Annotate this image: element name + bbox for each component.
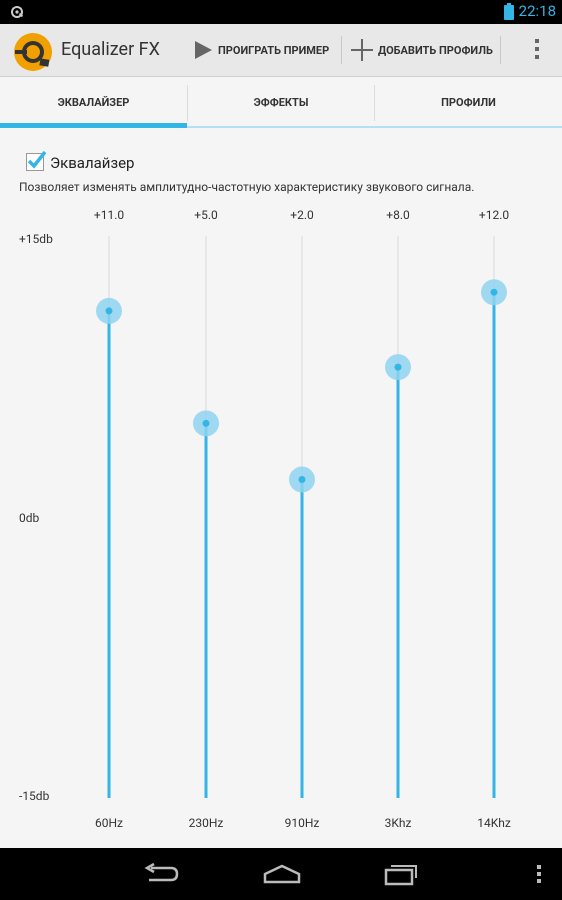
battery-icon (504, 3, 514, 24)
band-value-910hz: +2.0 (290, 208, 314, 222)
slider-thumb-center (394, 363, 402, 371)
slider-thumb-center (490, 288, 498, 296)
slider-thumb-center (298, 476, 306, 484)
tab-profiles[interactable]: ПРОФИЛИ (441, 96, 496, 109)
tab-divider (187, 85, 188, 121)
overflow-menu-icon[interactable] (534, 38, 540, 64)
tab-equalizer[interactable]: ЭКВАЛАЙЗЕР (57, 96, 130, 109)
action-bar: Equalizer FX ПРОИГРАТЬ ПРИМЕР ДОБАВИТЬ П… (0, 24, 562, 77)
band-value-14khz: +12.0 (478, 208, 510, 222)
band-value-60hz: +11.0 (93, 208, 125, 222)
axis-min-label: -15db (19, 789, 50, 803)
slider-14khz[interactable] (481, 236, 507, 798)
home-icon[interactable] (263, 864, 301, 888)
slider-thumb[interactable] (481, 279, 507, 306)
play-icon (195, 41, 212, 59)
slider-3khz[interactable] (385, 236, 411, 798)
app-logo-icon[interactable] (12, 31, 54, 77)
add-icon (351, 39, 373, 61)
slider-thumb[interactable] (193, 410, 219, 437)
equalizer-description: Позволяет изменять амплитудно-частотную … (19, 180, 475, 194)
add-profile-label: ДОБАВИТЬ ПРОФИЛЬ (378, 43, 493, 57)
tab-effects[interactable]: ЭФФЕКТЫ (253, 96, 309, 109)
nav-overflow-icon[interactable] (536, 864, 542, 888)
band-freq-3khz: 3Khz (384, 816, 412, 830)
axis-zero-label: 0db (19, 511, 40, 525)
slider-910hz[interactable] (289, 236, 315, 798)
equalizer-notification-icon (10, 4, 24, 23)
slider-thumb[interactable] (96, 297, 122, 324)
band-value-230hz: +5.0 (194, 208, 218, 222)
band-value-3khz: +8.0 (386, 208, 410, 222)
action-divider (341, 36, 342, 64)
status-time: 22:18 (518, 2, 556, 20)
recent-apps-icon[interactable] (384, 862, 418, 890)
add-profile-button[interactable]: ДОБАВИТЬ ПРОФИЛЬ (350, 24, 493, 76)
slider-thumb[interactable] (289, 466, 315, 493)
slider-thumb-center (202, 419, 210, 427)
equalizer-checkbox-label[interactable]: Эквалайзер (50, 154, 135, 172)
action-divider (500, 36, 501, 64)
slider-60hz[interactable] (96, 236, 122, 798)
app-title: Equalizer FX (61, 39, 160, 60)
tab-underline (0, 126, 562, 128)
tab-bar: ЭКВАЛАЙЗЕР ЭФФЕКТЫ ПРОФИЛИ (0, 77, 562, 128)
equalizer-checkbox[interactable] (26, 150, 47, 171)
status-bar: 22:18 (0, 0, 562, 24)
play-sample-button[interactable]: ПРОИГРАТЬ ПРИМЕР (192, 24, 329, 76)
back-icon[interactable] (143, 862, 179, 890)
tab-divider (374, 85, 375, 121)
slider-thumb[interactable] (385, 354, 411, 381)
navigation-bar (0, 848, 562, 900)
checkmark-icon (27, 150, 47, 169)
slider-thumb-center (105, 307, 113, 315)
band-freq-910hz: 910Hz (284, 816, 320, 830)
play-sample-label: ПРОИГРАТЬ ПРИМЕР (218, 43, 330, 57)
tab-active-indicator (0, 123, 187, 128)
band-freq-230hz: 230Hz (188, 816, 224, 830)
band-freq-14khz: 14Khz (477, 816, 511, 830)
slider-230hz[interactable] (193, 236, 219, 798)
band-freq-60hz: 60Hz (94, 816, 124, 830)
axis-max-label: +15db (19, 232, 53, 246)
